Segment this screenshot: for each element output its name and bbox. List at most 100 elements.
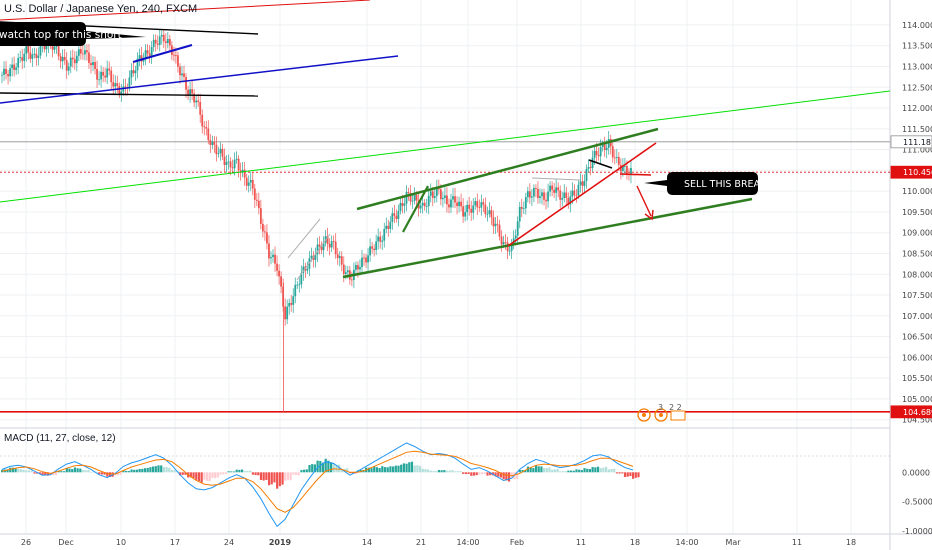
callout-top-note[interactable]: watch top for this short bbox=[0, 22, 146, 46]
macd-histogram-bar bbox=[632, 472, 635, 479]
price-tag-box bbox=[890, 165, 932, 179]
candle-body bbox=[278, 270, 280, 277]
candle-body bbox=[132, 70, 135, 74]
candle-body bbox=[373, 248, 376, 251]
macd-histogram-bar bbox=[235, 469, 238, 473]
macd-histogram-bar bbox=[92, 471, 95, 473]
candle-body bbox=[27, 44, 30, 53]
candle-body bbox=[350, 279, 353, 281]
candle-body bbox=[344, 272, 347, 274]
candle-body bbox=[482, 202, 485, 205]
macd-histogram-bar bbox=[25, 470, 28, 473]
candle-body bbox=[205, 127, 208, 129]
macd-histogram-bar bbox=[63, 471, 66, 473]
candle-body bbox=[37, 55, 40, 58]
candle-body bbox=[284, 306, 287, 320]
macd-histogram-bar bbox=[594, 467, 597, 473]
candle-body bbox=[530, 196, 533, 198]
candle-body bbox=[152, 39, 155, 48]
macd-histogram-bar bbox=[459, 471, 462, 473]
macd-histogram-bar bbox=[205, 472, 209, 481]
price-axis-panel[interactable] bbox=[890, 0, 932, 428]
candle-body bbox=[3, 68, 5, 75]
macd-histogram-bar bbox=[184, 472, 187, 475]
candle-body bbox=[306, 268, 309, 271]
candle-body bbox=[342, 264, 345, 274]
macd-histogram-bar bbox=[116, 472, 120, 476]
candle-body bbox=[292, 296, 295, 305]
candle-body bbox=[164, 41, 167, 44]
price-tag-label: 110.456 bbox=[903, 168, 932, 177]
macd-histogram-bar bbox=[219, 472, 222, 475]
candle-body bbox=[466, 204, 469, 213]
candle-body bbox=[563, 192, 566, 198]
candle-body bbox=[423, 202, 426, 207]
macd-histogram-bar bbox=[208, 472, 211, 482]
candle-body bbox=[102, 71, 105, 76]
candle-body bbox=[561, 197, 564, 200]
callout-sell-note[interactable]: SELL THIS BREAK bbox=[644, 172, 767, 195]
macd-histogram-bar bbox=[340, 468, 343, 473]
macd-histogram-bar bbox=[160, 465, 163, 473]
macd-histogram-bar bbox=[534, 465, 538, 473]
candle-body bbox=[17, 58, 20, 68]
candle-body bbox=[496, 223, 499, 225]
candle-body bbox=[340, 256, 343, 265]
macd-histogram-bar bbox=[89, 471, 93, 473]
candle-body bbox=[84, 50, 86, 55]
candle-body bbox=[553, 189, 556, 193]
channel-upper bbox=[356, 127, 659, 211]
price-tick-label: 107.500 bbox=[902, 291, 932, 300]
macd-histogram-bar bbox=[173, 470, 176, 473]
time-tick-label: 18 bbox=[630, 538, 640, 547]
candle-body bbox=[286, 306, 289, 320]
candle-body bbox=[294, 284, 297, 297]
candle-body bbox=[302, 266, 305, 273]
macd-histogram-bar bbox=[211, 472, 214, 478]
time-tick-label: 14 bbox=[362, 538, 372, 547]
candle-body bbox=[472, 205, 475, 213]
candle-body bbox=[160, 34, 163, 37]
trend-lines[interactable] bbox=[0, 0, 891, 281]
price-tick-label: 112.000 bbox=[902, 104, 932, 113]
candle-body bbox=[603, 144, 606, 151]
candle-body bbox=[441, 197, 444, 200]
candle-body bbox=[421, 202, 424, 206]
macd-histogram-bar bbox=[273, 472, 276, 483]
candle-body bbox=[379, 236, 382, 242]
macd-histogram-bar bbox=[11, 467, 14, 473]
event-icon-badge: 2 2 bbox=[669, 403, 682, 412]
macd-histogram-bar bbox=[230, 471, 233, 473]
candle-body bbox=[118, 85, 121, 95]
time-tick-label: 26 bbox=[21, 538, 31, 547]
candle-body bbox=[326, 236, 329, 244]
trendline-blue-short bbox=[132, 44, 193, 63]
macd-histogram-bar bbox=[286, 472, 290, 480]
candle-body bbox=[173, 54, 175, 56]
macd-histogram-bar bbox=[529, 467, 532, 473]
candle-body bbox=[322, 242, 325, 251]
macd-tick-label: 0.0000 bbox=[902, 468, 930, 477]
macd-histogram-bar bbox=[73, 467, 77, 473]
candle-body bbox=[387, 225, 390, 229]
macd-histogram-bar bbox=[416, 465, 419, 473]
candle-body bbox=[577, 184, 580, 196]
candle-body bbox=[197, 100, 200, 103]
candle-body bbox=[43, 43, 46, 50]
macd-histogram-bar bbox=[276, 472, 279, 489]
macd-histogram-bar bbox=[300, 470, 303, 473]
macd-histogram-bar bbox=[327, 460, 330, 473]
macd-histogram-bar bbox=[68, 468, 71, 473]
candle-body bbox=[338, 256, 341, 259]
candle-body bbox=[110, 70, 113, 83]
event-icons[interactable]: 3 2 2 bbox=[637, 403, 686, 422]
macd-histogram-bar bbox=[499, 472, 503, 478]
candle-body bbox=[611, 146, 614, 158]
macd-histogram-bar bbox=[580, 470, 583, 473]
candle-body bbox=[9, 68, 11, 77]
trendline-green-short bbox=[402, 185, 429, 233]
macd-tick-label: -0.5000 bbox=[902, 498, 932, 507]
macd-histogram-bar bbox=[262, 472, 265, 481]
candle-body bbox=[225, 162, 228, 165]
macd-histogram-bar bbox=[521, 470, 524, 473]
